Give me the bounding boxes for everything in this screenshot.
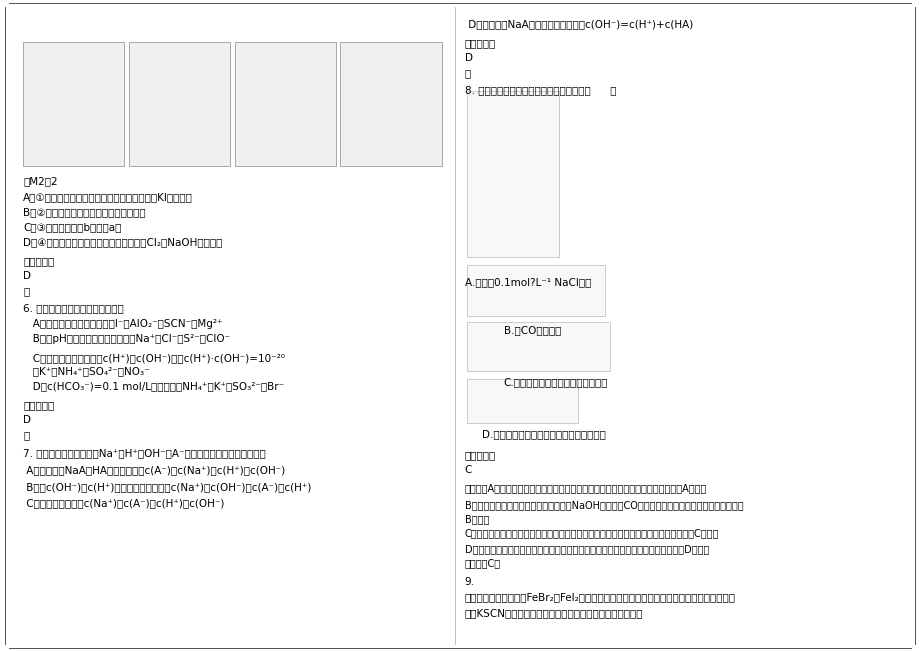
Bar [340,42,441,166]
Text: 6. 下列离子组一定能大量共存的是: 6. 下列离子组一定能大量共存的是 [23,303,124,312]
Text: 参考答案：: 参考答案： [23,400,54,410]
Bar [23,42,124,166]
Text: A．①装置中阴极处产生的气体能够使湿润淀粉KI试纸变蓝: A．①装置中阴极处产生的气体能够使湿润淀粉KI试纸变蓝 [23,192,193,202]
Text: 图M2－2: 图M2－2 [23,176,58,186]
Text: B．使pH试纸变为蓝色的溶液中：Na⁺、Cl⁻、S²⁻、ClO⁻: B．使pH试纸变为蓝色的溶液中：Na⁺、Cl⁻、S²⁻、ClO⁻ [23,334,230,344]
Text: D．c(HCO₃⁻)=0.1 mol/L的溶液中：NH₄⁺、K⁺、SO₃²⁻、Br⁻: D．c(HCO₃⁻)=0.1 mol/L的溶液中：NH₄⁺、K⁺、SO₃²⁻、B… [23,381,284,391]
Text: 某溶液中含有的溶质是FeBr₂、FeI₂，若向该溶液中通入一定量的氯气，再向反应后的溶液中: 某溶液中含有的溶质是FeBr₂、FeI₂，若向该溶液中通入一定量的氯气，再向反应… [464,592,735,602]
Text: D: D [23,271,31,281]
Bar [467,379,577,423]
Text: 参考答案：: 参考答案： [464,450,495,460]
Text: C．③装置中电子由b极流向a极: C．③装置中电子由b极流向a极 [23,222,121,232]
Bar [129,42,230,166]
Text: C.　检验石蜡油分解产生了不饱和烃: C. 检验石蜡油分解产生了不饱和烃 [503,378,607,387]
Text: 参考答案：: 参考答案： [464,38,495,48]
Text: 略: 略 [23,286,29,296]
Text: B．②装置中待镀铁制品应与电源正极相连: B．②装置中待镀铁制品应与电源正极相连 [23,207,145,217]
Text: B．氢氧化钙在水中溶解度较小，应该用NaOH溶液除去CO中的二氧化碳，图示除杂药品不合理，故: B．氢氧化钙在水中溶解度较小，应该用NaOH溶液除去CO中的二氧化碳，图示除杂药… [464,500,743,510]
Text: D.　用渗析法分离葡萄糖与氯化钠的混合液: D. 用渗析法分离葡萄糖与氯化钠的混合液 [482,430,605,439]
Text: A．遇苯酚显紫色的溶液中：I⁻、AlO₂⁻、SCN⁻、Mg²⁺: A．遇苯酚显紫色的溶液中：I⁻、AlO₂⁻、SCN⁻、Mg²⁺ [23,319,222,329]
Text: B错误；: B错误； [464,514,488,524]
Text: D: D [23,415,31,425]
Bar [467,265,605,316]
Text: 参考答案：: 参考答案： [23,256,54,266]
Text: B．若c(OH⁻)＞c(H⁺)，溶液中不可能存在c(Na⁺)＞c(OH⁻)＞c(A⁻)＞c(H⁺): B．若c(OH⁻)＞c(H⁺)，溶液中不可能存在c(Na⁺)＞c(OH⁻)＞c(… [23,482,311,492]
Bar [467,322,609,371]
Text: D: D [464,53,472,62]
Text: B.　CO回收利用: B. CO回收利用 [503,326,561,335]
Text: C．溶液中可能存在c(Na⁺)＞c(A⁻)＞c(H⁺)＞c(OH⁻): C．溶液中可能存在c(Na⁺)＞c(A⁻)＞c(H⁺)＞c(OH⁻) [23,499,224,508]
Text: C．溶液中水电离产生的c(H⁺)、c(OH⁻)满足c(H⁺)·c(OH⁻)=10⁻²⁰: C．溶液中水电离产生的c(H⁺)、c(OH⁻)满足c(H⁺)·c(OH⁻)=10… [23,353,285,363]
Text: C．若液中四氯化碳溶液褪色，证明石蜡油分解产生了不饱和烃，能够达到实验目的，故C正确；: C．若液中四氯化碳溶液褪色，证明石蜡油分解产生了不饱和烃，能够达到实验目的，故C… [464,529,718,538]
Text: 8. 下列实验装置能达到相应实验目的的是（      ）: 8. 下列实验装置能达到相应实验目的的是（ ） [464,85,616,95]
Text: D．葡萄糖与氯化钠的混合液属于溶液，都能够透过半透膜，无法用渗析法分离，故D错误；: D．葡萄糖与氯化钠的混合液属于溶液，都能够透过半透膜，无法用渗析法分离，故D错误… [464,544,709,554]
Text: A.　配制0.1mol?L⁻¹ NaCl溶液: A. 配制0.1mol?L⁻¹ NaCl溶液 [464,277,590,286]
Text: 略: 略 [23,430,29,440]
Text: C: C [464,465,471,475]
Text: ：K⁺、NH₄⁺、SO₄²⁻、NO₃⁻: ：K⁺、NH₄⁺、SO₄²⁻、NO₃⁻ [23,366,150,376]
Text: D．④装置中的离子交换膜可以避免生成的Cl₂与NaOH溶液反应: D．④装置中的离子交换膜可以避免生成的Cl₂与NaOH溶液反应 [23,237,222,247]
Text: A．若溶质为NaA和HA，则一定存在c(A⁻)＞c(Na⁺)＞c(H⁺)＞c(OH⁻): A．若溶质为NaA和HA，则一定存在c(A⁻)＞c(Na⁺)＞c(H⁺)＞c(O… [23,465,285,475]
Text: 滴加KSCN溶液，结果溶液变成血红色，则下列叙述正确的是: 滴加KSCN溶液，结果溶液变成血红色，则下列叙述正确的是 [464,608,642,618]
Text: 9.: 9. [464,577,474,587]
Bar [234,42,335,166]
Bar [467,91,559,257]
Text: 【详解】A．图示为仰视定容，导致加入蒸馏水体积偏大，配制的溶液浓度偏小，故A错误；: 【详解】A．图示为仰视定容，导致加入蒸馏水体积偏大，配制的溶液浓度偏小，故A错误… [464,483,706,493]
Text: 略: 略 [464,68,471,77]
Text: 故答案为C。: 故答案为C。 [464,559,500,568]
Text: D．若溶质为NaA，溶液中可能存在：c(OH⁻)=c(H⁺)+c(HA): D．若溶质为NaA，溶液中可能存在：c(OH⁻)=c(H⁺)+c(HA) [464,20,692,29]
Text: 7. 常温下某溶液中只含有Na⁺、H⁺、OH⁻、A⁻四种离子，下列说法正确的是: 7. 常温下某溶液中只含有Na⁺、H⁺、OH⁻、A⁻四种离子，下列说法正确的是 [23,448,266,458]
